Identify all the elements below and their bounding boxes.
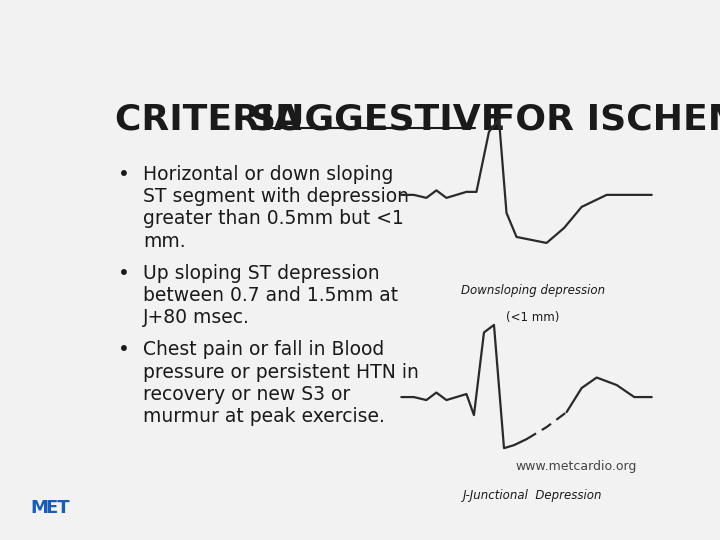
Text: murmur at peak exercise.: murmur at peak exercise.	[143, 407, 385, 427]
Text: www.metcardio.org: www.metcardio.org	[516, 460, 637, 473]
Text: FOR ISCHEMIA: FOR ISCHEMIA	[478, 102, 720, 136]
Text: mm.: mm.	[143, 232, 186, 251]
Text: Up sloping ST depression: Up sloping ST depression	[143, 264, 379, 282]
Text: ET: ET	[45, 499, 70, 517]
Text: Downsloping depression: Downsloping depression	[461, 284, 605, 297]
Text: •: •	[118, 264, 130, 282]
Text: ST segment with depression: ST segment with depression	[143, 187, 409, 206]
Text: pressure or persistent HTN in: pressure or persistent HTN in	[143, 362, 419, 382]
Text: CRITERIA: CRITERIA	[115, 102, 314, 136]
Text: greater than 0.5mm but <1: greater than 0.5mm but <1	[143, 210, 404, 228]
Text: recovery or new S3 or: recovery or new S3 or	[143, 385, 350, 404]
Text: M: M	[31, 499, 48, 517]
Text: SUGGESTIVE: SUGGESTIVE	[249, 102, 505, 136]
Text: Chest pain or fall in Blood: Chest pain or fall in Blood	[143, 340, 384, 359]
Text: •: •	[118, 165, 130, 184]
Text: •: •	[118, 340, 130, 359]
Text: J+80 msec.: J+80 msec.	[143, 308, 250, 327]
Text: Horizontal or down sloping: Horizontal or down sloping	[143, 165, 393, 184]
Text: between 0.7 and 1.5mm at: between 0.7 and 1.5mm at	[143, 286, 398, 305]
Text: (<1 mm): (<1 mm)	[506, 312, 559, 325]
Text: J-Junctional  Depression: J-Junctional Depression	[463, 489, 603, 502]
